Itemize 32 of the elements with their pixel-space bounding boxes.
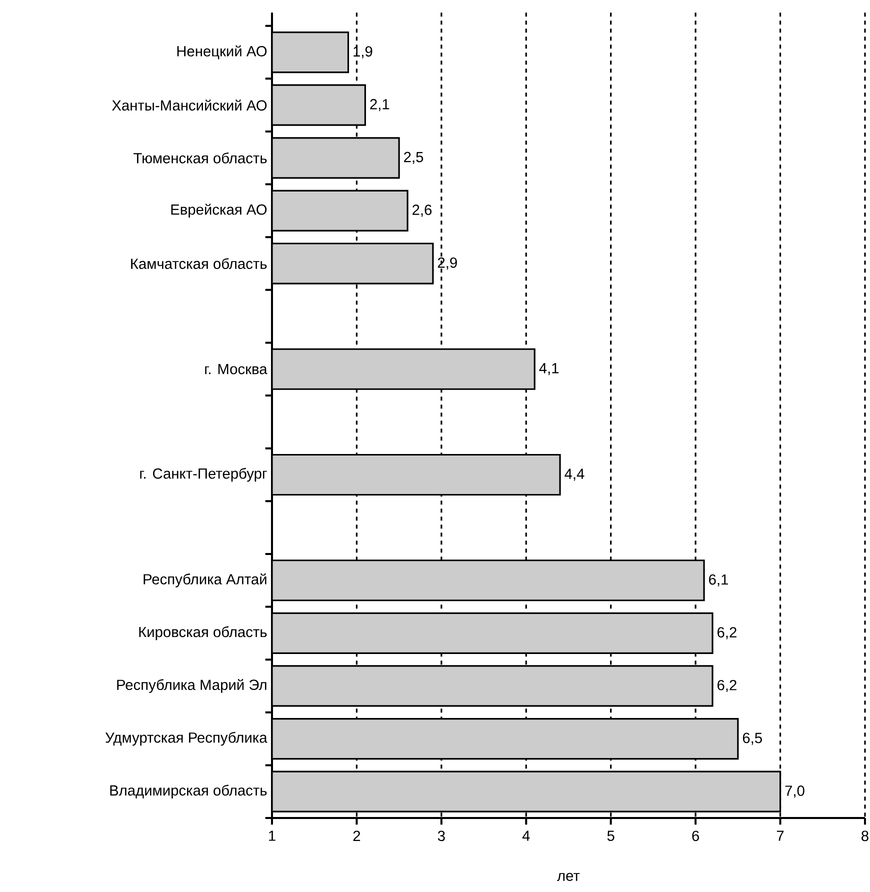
data-label: 6,2	[718, 680, 736, 692]
y-tick-label: Кировская область	[139, 626, 267, 640]
y-tick-label: Тюменская область	[134, 152, 267, 164]
y-tick-label: Ханты-Мансийский АО	[112, 100, 267, 111]
x-tick-label: 2	[353, 830, 360, 841]
x-tick-label: 5	[607, 830, 614, 841]
data-label: 7,0	[785, 786, 804, 798]
data-label: 6,5	[742, 732, 762, 745]
x-axis-title: лет	[557, 872, 580, 881]
x-tick-label: 1	[269, 830, 276, 841]
x-tick-label: 6	[692, 830, 699, 842]
x-tick-label: 3	[438, 830, 445, 842]
y-tick-label: г. Москва	[205, 364, 268, 374]
data-label: 2,5	[404, 152, 424, 164]
y-tick-label: Владимирская область	[110, 784, 267, 798]
data-label: 2,6	[412, 204, 432, 217]
y-tick-label: г. Санкт-Петербург	[140, 468, 267, 482]
y-tick-label: Еврейская АО	[171, 204, 267, 218]
x-tick-label: 7	[776, 830, 784, 841]
y-tick-label: Ненецкий АО	[177, 45, 267, 60]
x-tick-label: 4	[522, 830, 530, 841]
data-label: 6,2	[718, 627, 736, 640]
y-tick-label: Республика Алтай	[144, 573, 266, 588]
data-label: 2,1	[370, 99, 390, 112]
data-label: 4,4	[564, 468, 584, 481]
x-tick-label: 8	[862, 830, 868, 842]
y-tick-label: Удмуртская Республика	[105, 732, 268, 746]
data-label: 4,1	[539, 363, 559, 376]
y-tick-label: Камчатская область	[131, 258, 267, 269]
y-tick-label: Республика Марий Эл	[117, 679, 266, 693]
data-label: 2,9	[438, 257, 457, 270]
data-label: 6,1	[709, 574, 728, 586]
